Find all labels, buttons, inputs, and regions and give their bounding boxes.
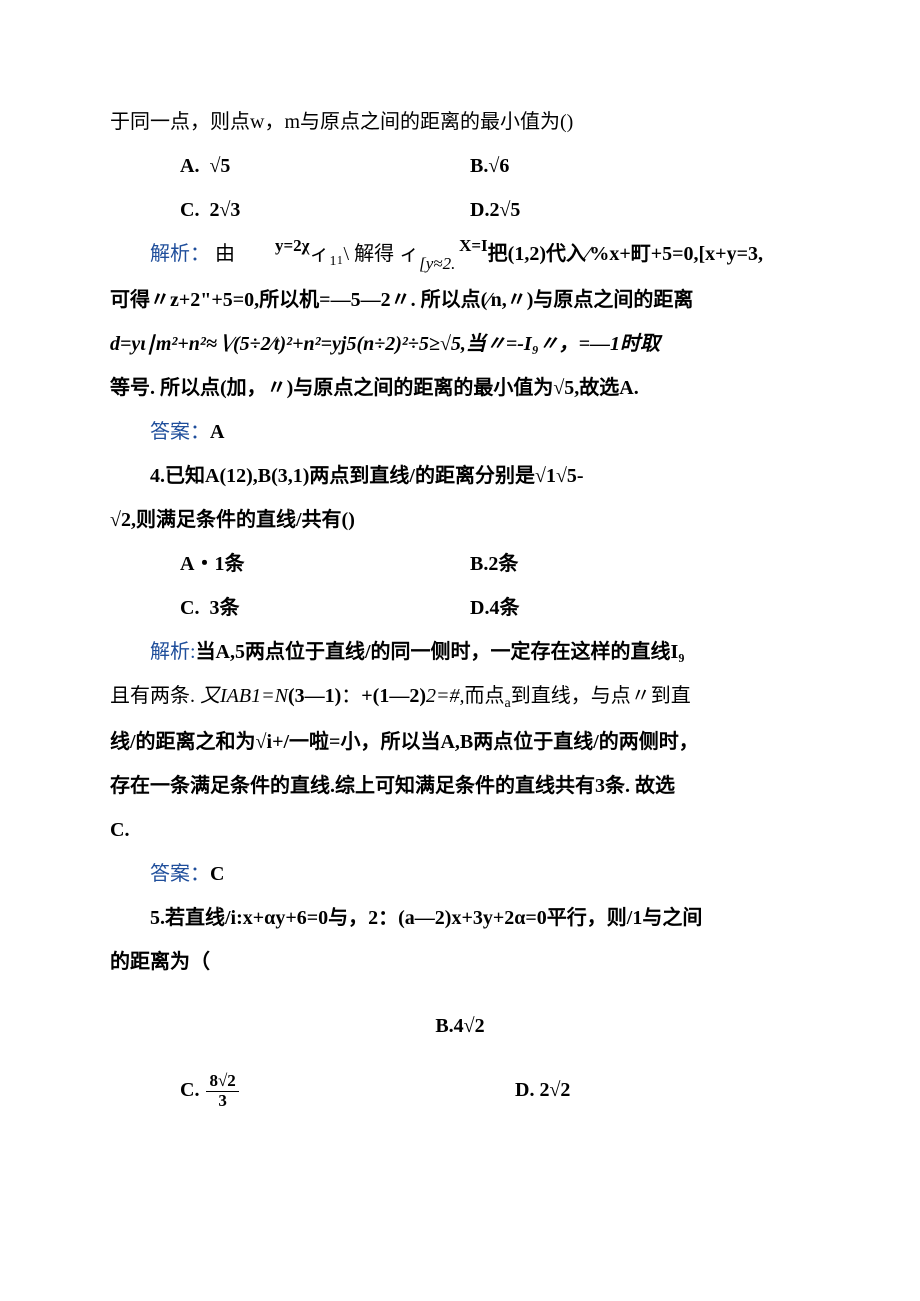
q4-jiexi-line4: 存在一条满足条件的直线.综上可知满足条件的直线共有3条. 故选	[110, 764, 810, 808]
q4-options-row1: A・1条 B.2条	[110, 542, 810, 586]
q5-opts-cd: C. 8√2 3 D. 2√2	[110, 1068, 810, 1112]
q5-opt-b: B.4√2	[110, 1004, 810, 1048]
q4-jiexi-line1: 解析:当A,5两点位于直线/的同一侧时，一定存在这样的直线I₉	[110, 630, 810, 674]
q4-stem2: √2,则满足条件的直线/共有()	[110, 498, 810, 542]
intro-tail: 于同一点，则点w，m与原点之间的距离的最小值为()	[110, 100, 810, 144]
q5-stem2: 的距离为（	[110, 940, 810, 984]
q4-stem1: 4.已知A(12),B(3,1)两点到直线/的距离分别是√1√5-	[110, 454, 810, 498]
q5-opt-d: D. 2√2	[475, 1068, 810, 1112]
jiexi-label: 解析：	[150, 243, 210, 265]
q3-jiexi-line2: 可得〃z+2"+5=0,所以机=—5—2〃. 所以点(∕n,〃)与原点之间的距离	[110, 278, 810, 322]
q4-opt-d: D.4条	[460, 597, 519, 619]
answer-label: 答案：	[150, 421, 210, 443]
fraction-8r2-3: 8√2 3	[206, 1072, 238, 1110]
q5-opt-c: C. 8√2 3	[110, 1068, 475, 1112]
q3-answer: 答案：A	[110, 410, 810, 454]
q4-opt-b: B.2条	[460, 553, 518, 575]
q4-jiexi-line2: 且有两条. 又IAB1=N(3—1)：+(1—2)2=#,而点a到直线，与点〃到…	[110, 674, 810, 720]
q5-stem1: 5.若直线/i:x+αy+6=0与，2：(a—2)x+3y+2α=0平行，则/1…	[110, 896, 810, 940]
q3-opt-b: B.√6	[460, 155, 509, 177]
q4-opt-a: A・1条	[110, 553, 244, 575]
q4-options-row2: C. 3条 D.4条	[110, 586, 810, 630]
q3-opt-c: C. 2√3	[110, 199, 240, 221]
q3-opt-a: A. √5	[110, 155, 230, 177]
q3-options-row2: C. 2√3 D.2√5	[110, 188, 810, 232]
answer-label-2: 答案：	[150, 863, 210, 885]
q4-opt-c: C. 3条	[110, 597, 239, 619]
q4-jiexi-line3: 线/的距离之和为√i+/一啦=小，所以当A,B两点位于直线/的两侧时，	[110, 720, 810, 764]
q4-jiexi-line5: C.	[110, 808, 810, 852]
q3-jiexi-line4: 等号. 所以点(加，〃)与原点之间的距离的最小值为√5,故选A.	[110, 366, 810, 410]
q3-options-row1: A. √5 B.√6	[110, 144, 810, 188]
q3-jiexi-line1: 解析： 由y=2χ ィ1₁\ 解得 ィX=I[y≈2.把(1,2)代入∕%x+町…	[110, 232, 810, 278]
q3-opt-d: D.2√5	[460, 199, 520, 221]
q3-jiexi-line3: d=yι∣m²+n²≈∖∕(5÷2∕t)²+n²=yj5(n÷2)²÷5≥√5,…	[110, 322, 810, 366]
q4-answer: 答案：C	[110, 852, 810, 896]
jiexi-label-2: 解析:	[150, 641, 196, 663]
